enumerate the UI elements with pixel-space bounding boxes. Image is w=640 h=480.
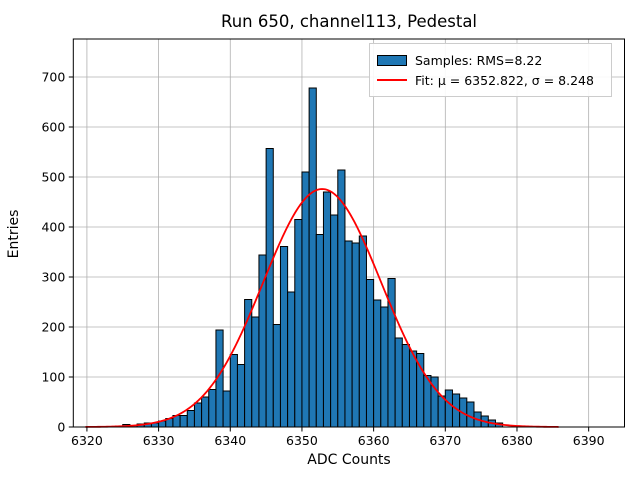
x-tick-label: 6320: [71, 433, 103, 448]
histogram-bar: [322, 191, 332, 428]
legend-fit-label: Fit: μ = 6352.822, σ = 8.248: [415, 72, 594, 88]
y-axis-label: Entries: [6, 209, 22, 259]
y-tick-label: 300: [41, 269, 65, 284]
y-tick-label: 700: [41, 69, 65, 84]
histogram-bar: [351, 242, 360, 428]
x-tick-label: 6370: [429, 433, 461, 448]
legend-samples-label: Samples: RMS=8.22: [415, 52, 543, 68]
y-tick-label: 200: [41, 319, 65, 334]
legend: Samples: RMS=8.22 Fit: μ = 6352.822, σ =…: [369, 43, 612, 97]
x-tick-label: 6350: [286, 433, 318, 448]
histogram-bar: [287, 291, 296, 428]
y-tick-label: 600: [41, 119, 65, 134]
histogram-swatch-icon: [377, 54, 407, 66]
histogram-bar: [365, 279, 375, 428]
histogram-bar: [437, 395, 446, 428]
histogram-bar: [258, 254, 267, 428]
histogram-bar: [344, 240, 353, 428]
histogram-bar: [466, 401, 475, 428]
legend-entry-samples: Samples: RMS=8.22: [377, 52, 611, 68]
histogram-bar: [208, 389, 217, 428]
histogram-bar: [394, 337, 403, 428]
y-tick-label: 0: [57, 419, 65, 434]
y-tick-label: 100: [41, 369, 65, 384]
histogram-bar: [229, 354, 238, 428]
x-tick-label: 6340: [214, 433, 246, 448]
plot-border: [72, 38, 626, 428]
x-tick-label: 6330: [143, 433, 175, 448]
plot-title: Run 650, channel113, Pedestal: [220, 12, 478, 31]
histogram-bar: [179, 415, 188, 428]
y-tick-label: 500: [41, 169, 65, 184]
y-tick-label: 400: [41, 219, 65, 234]
histogram-bar: [265, 148, 274, 428]
x-axis-label: ADC Counts: [307, 452, 391, 468]
histogram-bar: [380, 306, 389, 428]
fit-curve: [85, 188, 559, 428]
histogram-bar: [193, 402, 203, 428]
x-tick-label: 6380: [501, 433, 533, 448]
histogram-bar: [294, 219, 303, 428]
histogram-bar: [358, 235, 367, 428]
histogram-bar: [315, 234, 324, 428]
histogram-bar: [337, 169, 346, 428]
histogram-bar: [251, 316, 260, 428]
histogram-bar: [236, 364, 246, 428]
histogram-bar: [201, 396, 210, 428]
histogram-bar: [416, 353, 425, 428]
histogram-bar: [272, 324, 281, 428]
histogram-bar: [373, 299, 382, 428]
histogram-bar: [222, 390, 231, 428]
histogram-bar: [186, 410, 195, 428]
histogram-bar: [408, 350, 418, 428]
x-tick-label: 6390: [573, 433, 605, 448]
histogram-bar: [401, 344, 410, 428]
histogram-bar: [279, 246, 289, 428]
histogram-bar: [444, 389, 453, 428]
x-tick-label: 6360: [358, 433, 390, 448]
legend-entry-fit: Fit: μ = 6352.822, σ = 8.248: [377, 72, 611, 88]
histogram-bar: [308, 87, 317, 428]
histogram-bar: [301, 171, 310, 428]
histogram-bar: [330, 214, 339, 428]
fit-line-swatch-icon: [377, 79, 407, 81]
